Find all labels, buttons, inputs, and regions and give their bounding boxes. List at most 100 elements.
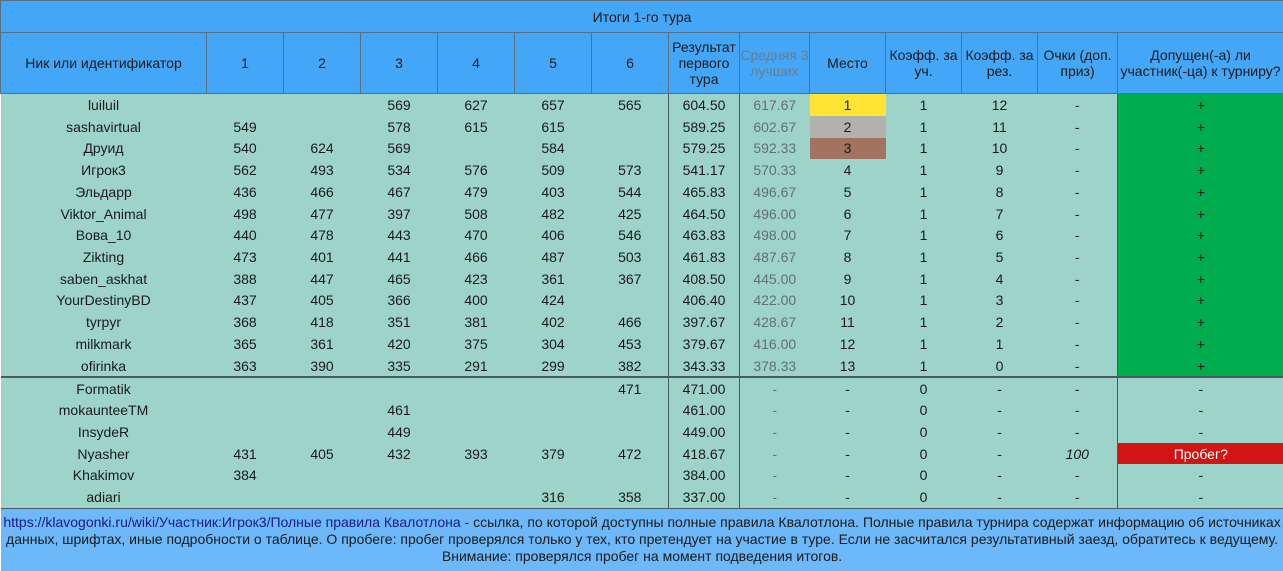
table-row: Друид 540 624 569 584 579.25 592.33 3 1 10- + <box>0 137 1283 160</box>
round-2-cell: 361 <box>283 333 361 355</box>
table-row: Zikting 473 401 441 466 487 503 461.83 487.67 8 1 5… <box>0 246 1283 268</box>
points-cell: - <box>1037 224 1118 247</box>
coef-participation-cell: 0 <box>885 442 962 465</box>
round-4-cell: 381 <box>437 311 515 334</box>
admitted-cell: + <box>1116 311 1283 334</box>
place-cell: 9 <box>809 267 886 290</box>
round-2-cell <box>283 486 361 509</box>
round-2-cell: 405 <box>283 442 361 465</box>
result-cell: 379.67 <box>668 333 740 355</box>
round-6-cell <box>591 420 669 443</box>
coef-participation-cell: 1 <box>885 267 962 290</box>
round-2-cell <box>283 399 361 421</box>
coef-result-cell: 7 <box>961 202 1038 225</box>
round-5-cell: 299 <box>514 354 592 378</box>
header-coef-participation: Коэфф. за уч. <box>885 32 962 95</box>
round-6-cell: 453 <box>591 333 669 355</box>
result-cell: 408.50 <box>668 267 740 290</box>
coef-result-cell: - <box>961 399 1038 421</box>
average-cell: 592.33 <box>739 137 810 160</box>
round-3-cell <box>360 464 438 487</box>
nick-cell: Khakimov <box>0 464 207 487</box>
round-6-cell: 544 <box>591 180 669 203</box>
round-1-cell: 473 <box>206 246 284 268</box>
result-cell: 541.17 <box>668 159 740 181</box>
round-5-cell: 509 <box>514 159 592 181</box>
round-4-cell <box>437 464 515 487</box>
average-cell: 487.67 <box>739 246 810 268</box>
round-2-cell <box>283 93 361 116</box>
nick-cell: Zikting <box>0 246 207 268</box>
header-place: Место <box>809 32 886 95</box>
admitted-cell: - <box>1116 464 1283 487</box>
round-2-cell <box>283 420 361 443</box>
average-cell: 617.67 <box>739 93 810 116</box>
round-2-cell: 390 <box>283 354 361 378</box>
average-cell: 445.00 <box>739 267 810 290</box>
coef-result-cell: 4 <box>961 267 1038 290</box>
table-row: Эльдарр 436 466 467 479 403 544 465.83 496.67 5 1 8… <box>0 180 1283 203</box>
average-cell: - <box>739 376 810 400</box>
round-4-cell: 627 <box>437 93 515 116</box>
round-2-cell: 478 <box>283 224 361 247</box>
place-cell: - <box>809 420 886 443</box>
coef-result-cell: 1 <box>961 333 1038 355</box>
round-2-cell: 466 <box>283 180 361 203</box>
nick-cell: luiluil <box>0 93 207 116</box>
result-cell: 465.83 <box>668 180 740 203</box>
round-3-cell: 578 <box>360 115 438 138</box>
round-3-cell: 569 <box>360 137 438 160</box>
header-round-2: 2 <box>283 32 361 95</box>
round-6-cell: 472 <box>591 442 669 465</box>
round-4-cell: 423 <box>437 267 515 290</box>
admitted-cell: + <box>1116 354 1283 378</box>
place-cell: - <box>809 486 886 509</box>
points-cell: - <box>1037 486 1118 509</box>
coef-result-cell: - <box>961 464 1038 487</box>
round-5-cell: 379 <box>514 442 592 465</box>
round-5-cell: 615 <box>514 115 592 138</box>
nick-cell: milkmark <box>0 333 207 355</box>
average-cell: - <box>739 486 810 509</box>
admitted-cell: Пробег? <box>1116 442 1283 465</box>
table-row: sashavirtual 549 578 615 615 589.25 602.67 2 1 11… <box>0 115 1283 138</box>
table-row: Viktor_Animal 498 477 397 508 482 425 464.50 496… <box>0 202 1283 225</box>
round-2-cell <box>283 115 361 138</box>
header-result: Результат первого тура <box>668 32 740 95</box>
round-1-cell <box>206 93 284 116</box>
place-cell: 3 <box>809 137 886 160</box>
rules-link[interactable]: https://klavogonki.ru/wiki/Участник:Игро… <box>3 514 461 531</box>
result-cell: 471.00 <box>668 376 740 400</box>
table-row: Nyasher 431 405 432 393 379 472 418.67- -0-100 Пр… <box>0 442 1283 465</box>
points-cell: - <box>1037 376 1118 400</box>
points-cell: - <box>1037 246 1118 268</box>
coef-result-cell: 6 <box>961 224 1038 247</box>
place-cell: - <box>809 464 886 487</box>
round-2-cell: 418 <box>283 311 361 334</box>
round-1-cell <box>206 420 284 443</box>
round-1-cell: 440 <box>206 224 284 247</box>
nick-cell: Друид <box>0 137 207 160</box>
round-2-cell: 401 <box>283 246 361 268</box>
round-5-cell: 424 <box>514 289 592 312</box>
place-cell: - <box>809 376 886 400</box>
points-cell: 100 <box>1037 442 1118 465</box>
result-cell: 406.40 <box>668 289 740 312</box>
round-6-cell: 565 <box>591 93 669 116</box>
round-5-cell: 657 <box>514 93 592 116</box>
round-5-cell: 304 <box>514 333 592 355</box>
average-cell: 496.00 <box>739 202 810 225</box>
round-3-cell: 461 <box>360 399 438 421</box>
round-2-cell: 477 <box>283 202 361 225</box>
round-6-cell <box>591 399 669 421</box>
place-cell: - <box>809 442 886 465</box>
coef-participation-cell: 0 <box>885 464 962 487</box>
points-cell: - <box>1037 333 1118 355</box>
coef-result-cell: 11 <box>961 115 1038 138</box>
table-row: Вова_10 440 478 443 470 406 546 463.83 498.00 7 1 6… <box>0 224 1283 247</box>
round-4-cell: 400 <box>437 289 515 312</box>
header-round-5: 5 <box>514 32 592 95</box>
round-5-cell: 584 <box>514 137 592 160</box>
header-points: Очки (доп. приз) <box>1037 32 1118 95</box>
